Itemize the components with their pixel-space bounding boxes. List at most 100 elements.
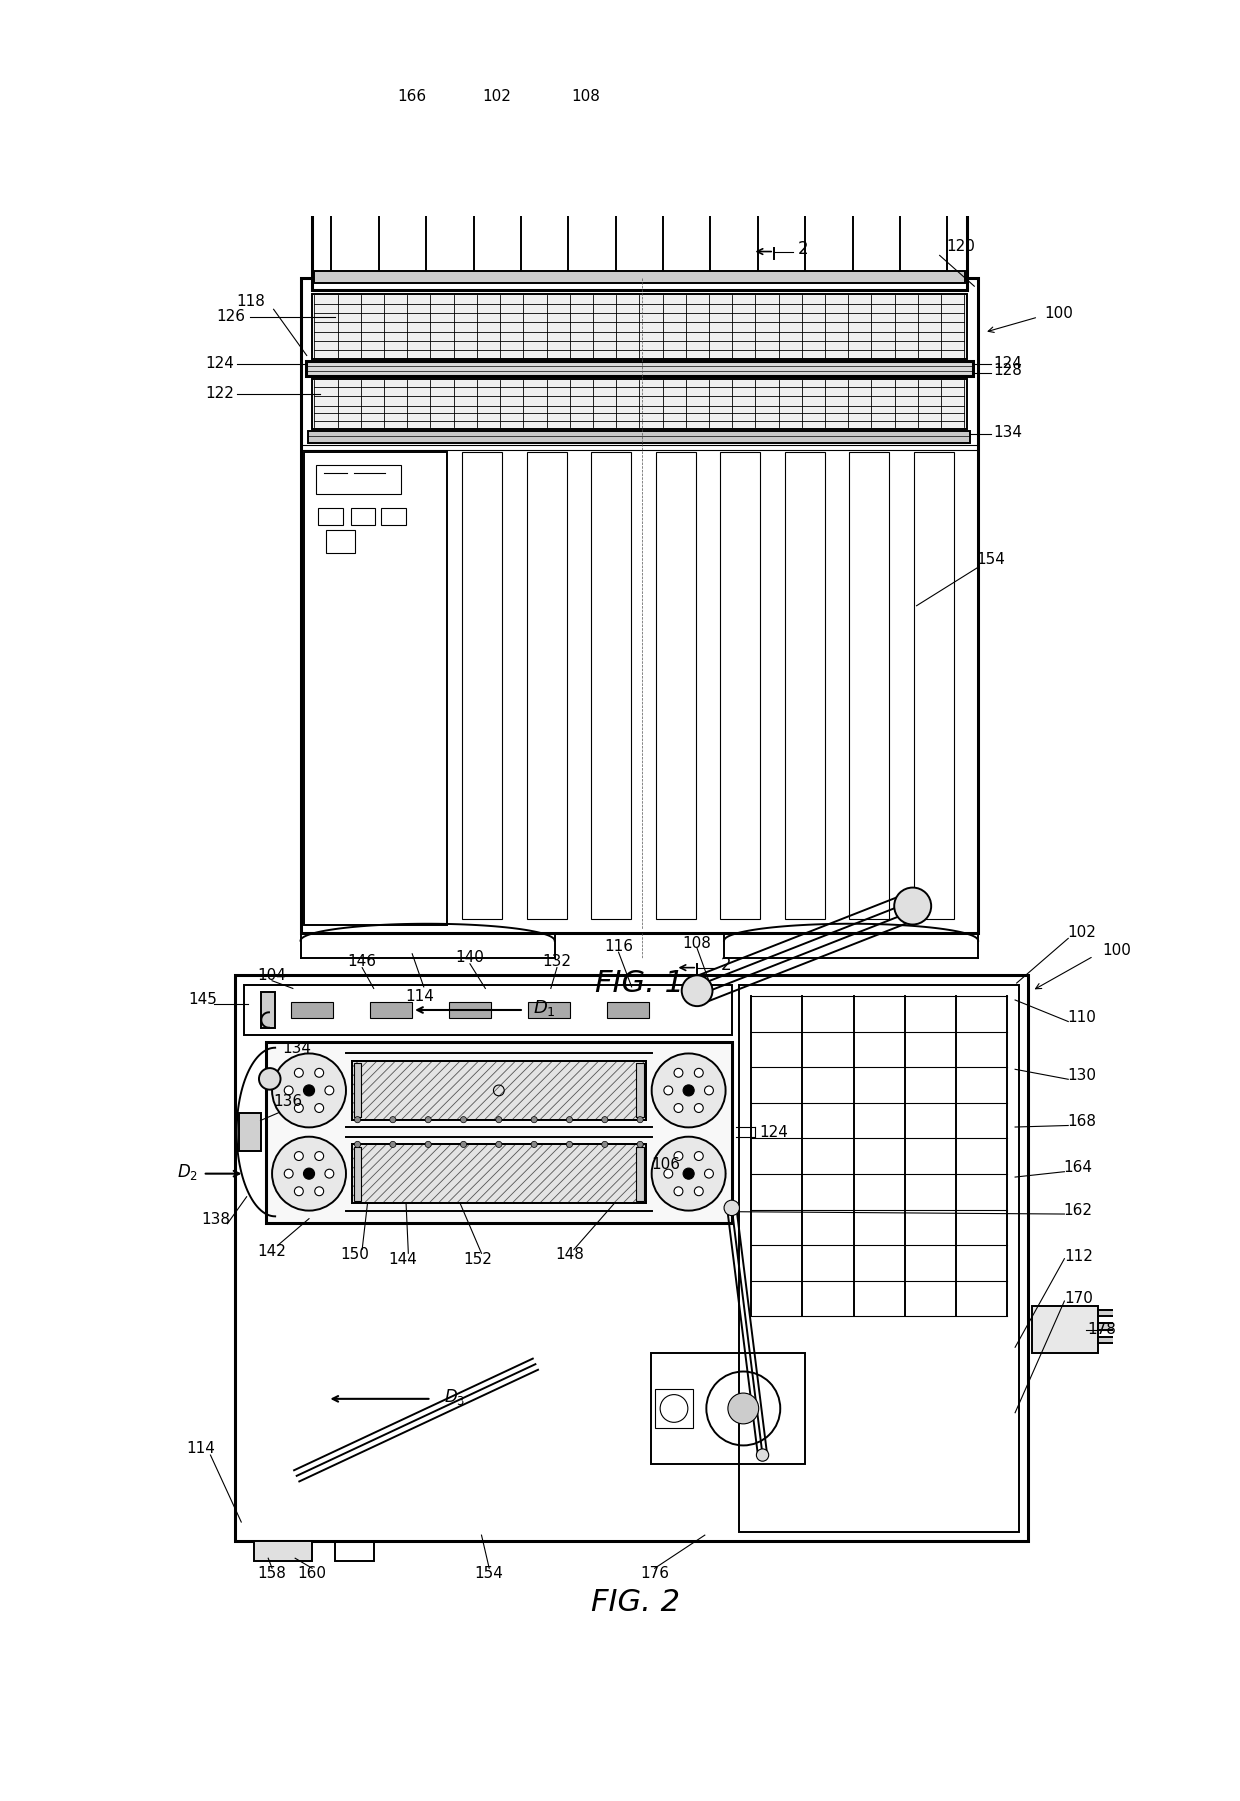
Text: 170: 170 (1064, 1291, 1092, 1306)
Text: 126: 126 (217, 310, 246, 324)
Text: $D_2$: $D_2$ (177, 1162, 198, 1181)
Circle shape (389, 1117, 396, 1122)
Bar (335, 1542, 373, 1560)
Text: 140: 140 (455, 951, 485, 965)
Bar (651, 1353, 805, 1464)
Circle shape (425, 1142, 432, 1147)
Bar (312, 137, 967, 290)
Circle shape (894, 888, 931, 924)
Text: 148: 148 (556, 1248, 584, 1263)
Bar (382, 508, 405, 524)
Circle shape (272, 1136, 346, 1210)
Circle shape (284, 1086, 293, 1095)
Bar (352, 1061, 646, 1120)
Bar (527, 1003, 570, 1018)
Text: $D_1$: $D_1$ (533, 998, 556, 1018)
Text: 158: 158 (258, 1567, 286, 1581)
Bar (449, 1003, 491, 1018)
Circle shape (601, 1142, 608, 1147)
Bar (353, 1147, 361, 1201)
Circle shape (663, 1086, 673, 1095)
Text: 154: 154 (977, 553, 1006, 567)
Bar (326, 529, 355, 553)
Circle shape (704, 1169, 713, 1178)
Circle shape (637, 1142, 644, 1147)
Text: 2: 2 (720, 956, 732, 974)
Bar (314, 270, 965, 283)
Bar (720, 452, 760, 919)
Bar (463, 452, 502, 919)
Text: 152: 152 (464, 1252, 492, 1266)
Circle shape (272, 1054, 346, 1127)
Bar (309, 430, 971, 443)
Text: 110: 110 (1068, 1010, 1096, 1025)
Text: 144: 144 (388, 1252, 418, 1266)
Circle shape (694, 1187, 703, 1196)
Circle shape (325, 1086, 334, 1095)
Text: 138: 138 (201, 1212, 231, 1226)
Text: 116: 116 (604, 938, 634, 953)
Text: 108: 108 (570, 88, 600, 103)
Bar (636, 1147, 644, 1201)
Circle shape (496, 1117, 502, 1122)
Circle shape (294, 1187, 304, 1196)
Circle shape (694, 1068, 703, 1077)
Bar (655, 1389, 693, 1428)
Bar (527, 452, 567, 919)
Bar (914, 452, 954, 919)
Text: 132: 132 (542, 955, 572, 969)
Text: 124: 124 (993, 357, 1023, 371)
Text: 100: 100 (1044, 306, 1074, 321)
Circle shape (567, 1117, 573, 1122)
Circle shape (683, 1084, 694, 1097)
Circle shape (325, 1169, 334, 1178)
Circle shape (389, 1142, 396, 1147)
Circle shape (756, 1448, 769, 1461)
Bar (312, 294, 967, 360)
Bar (739, 985, 1019, 1533)
Bar (254, 1542, 312, 1560)
Text: 150: 150 (340, 1248, 368, 1263)
Bar (290, 1003, 332, 1018)
Circle shape (652, 1136, 725, 1210)
Bar (312, 378, 967, 429)
Bar (1097, 1336, 1115, 1344)
Circle shape (284, 1169, 293, 1178)
Text: 164: 164 (1064, 1160, 1092, 1176)
Bar (300, 279, 978, 933)
Circle shape (460, 1142, 466, 1147)
Bar (262, 992, 275, 1028)
Bar (636, 1063, 644, 1117)
Text: 134: 134 (283, 1041, 311, 1055)
Bar (370, 1003, 412, 1018)
Text: 122: 122 (206, 387, 234, 402)
Bar (785, 452, 825, 919)
Text: 120: 120 (946, 240, 975, 254)
Text: 130: 130 (1068, 1068, 1096, 1082)
Text: 124: 124 (760, 1124, 789, 1140)
Bar (306, 360, 972, 376)
Circle shape (259, 1068, 280, 1090)
Text: 128: 128 (993, 362, 1023, 378)
Circle shape (682, 976, 713, 1007)
Circle shape (496, 1142, 502, 1147)
Circle shape (294, 1068, 304, 1077)
Circle shape (567, 1142, 573, 1147)
Text: 136: 136 (273, 1095, 303, 1109)
Text: 2: 2 (799, 240, 808, 258)
Text: FIG. 2: FIG. 2 (591, 1588, 680, 1617)
Bar (606, 1003, 649, 1018)
Circle shape (531, 1117, 537, 1122)
Circle shape (315, 1187, 324, 1196)
Text: 134: 134 (993, 425, 1023, 439)
Circle shape (315, 1068, 324, 1077)
Text: 154: 154 (475, 1567, 503, 1581)
Bar (353, 1063, 361, 1117)
Bar (352, 1061, 646, 1120)
Circle shape (683, 1169, 694, 1180)
Circle shape (652, 1054, 725, 1127)
Bar (239, 1113, 260, 1151)
Text: 176: 176 (640, 1567, 670, 1581)
Bar (316, 465, 401, 493)
Bar (849, 452, 889, 919)
